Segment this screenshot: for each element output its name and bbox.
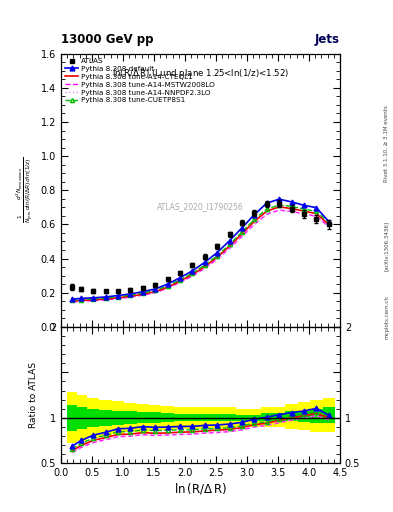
- Text: mcplots.cern.ch: mcplots.cern.ch: [384, 295, 389, 339]
- Text: Rivet 3.1.10, ≥ 3.1M events: Rivet 3.1.10, ≥ 3.1M events: [384, 105, 389, 182]
- Text: Jets: Jets: [315, 33, 340, 46]
- Text: $\mathsf{ln(R/\Delta\,R)}$ (Lund plane 1.25<ln(1/z)<1.52): $\mathsf{ln(R/\Delta\,R)}$ (Lund plane 1…: [112, 68, 289, 80]
- X-axis label: $\mathsf{ln\,(R/\Delta\,R)}$: $\mathsf{ln\,(R/\Delta\,R)}$: [174, 481, 227, 496]
- Y-axis label: Ratio to ATLAS: Ratio to ATLAS: [29, 362, 38, 428]
- Legend: ATLAS, Pythia 8.308 default, Pythia 8.308 tune-A14-CTEQL1, Pythia 8.308 tune-A14: ATLAS, Pythia 8.308 default, Pythia 8.30…: [64, 57, 216, 105]
- Text: [arXiv:1306.3436]: [arXiv:1306.3436]: [384, 221, 389, 271]
- Text: 13000 GeV pp: 13000 GeV pp: [61, 33, 153, 46]
- Text: ATLAS_2020_I1790256: ATLAS_2020_I1790256: [157, 202, 244, 211]
- Y-axis label: $\frac{1}{N_\mathsf{jets}}\frac{d^2N_\mathsf{emissions}}{d\ln(R/\Delta R)\,d\ln(: $\frac{1}{N_\mathsf{jets}}\frac{d^2N_\ma…: [15, 157, 35, 223]
